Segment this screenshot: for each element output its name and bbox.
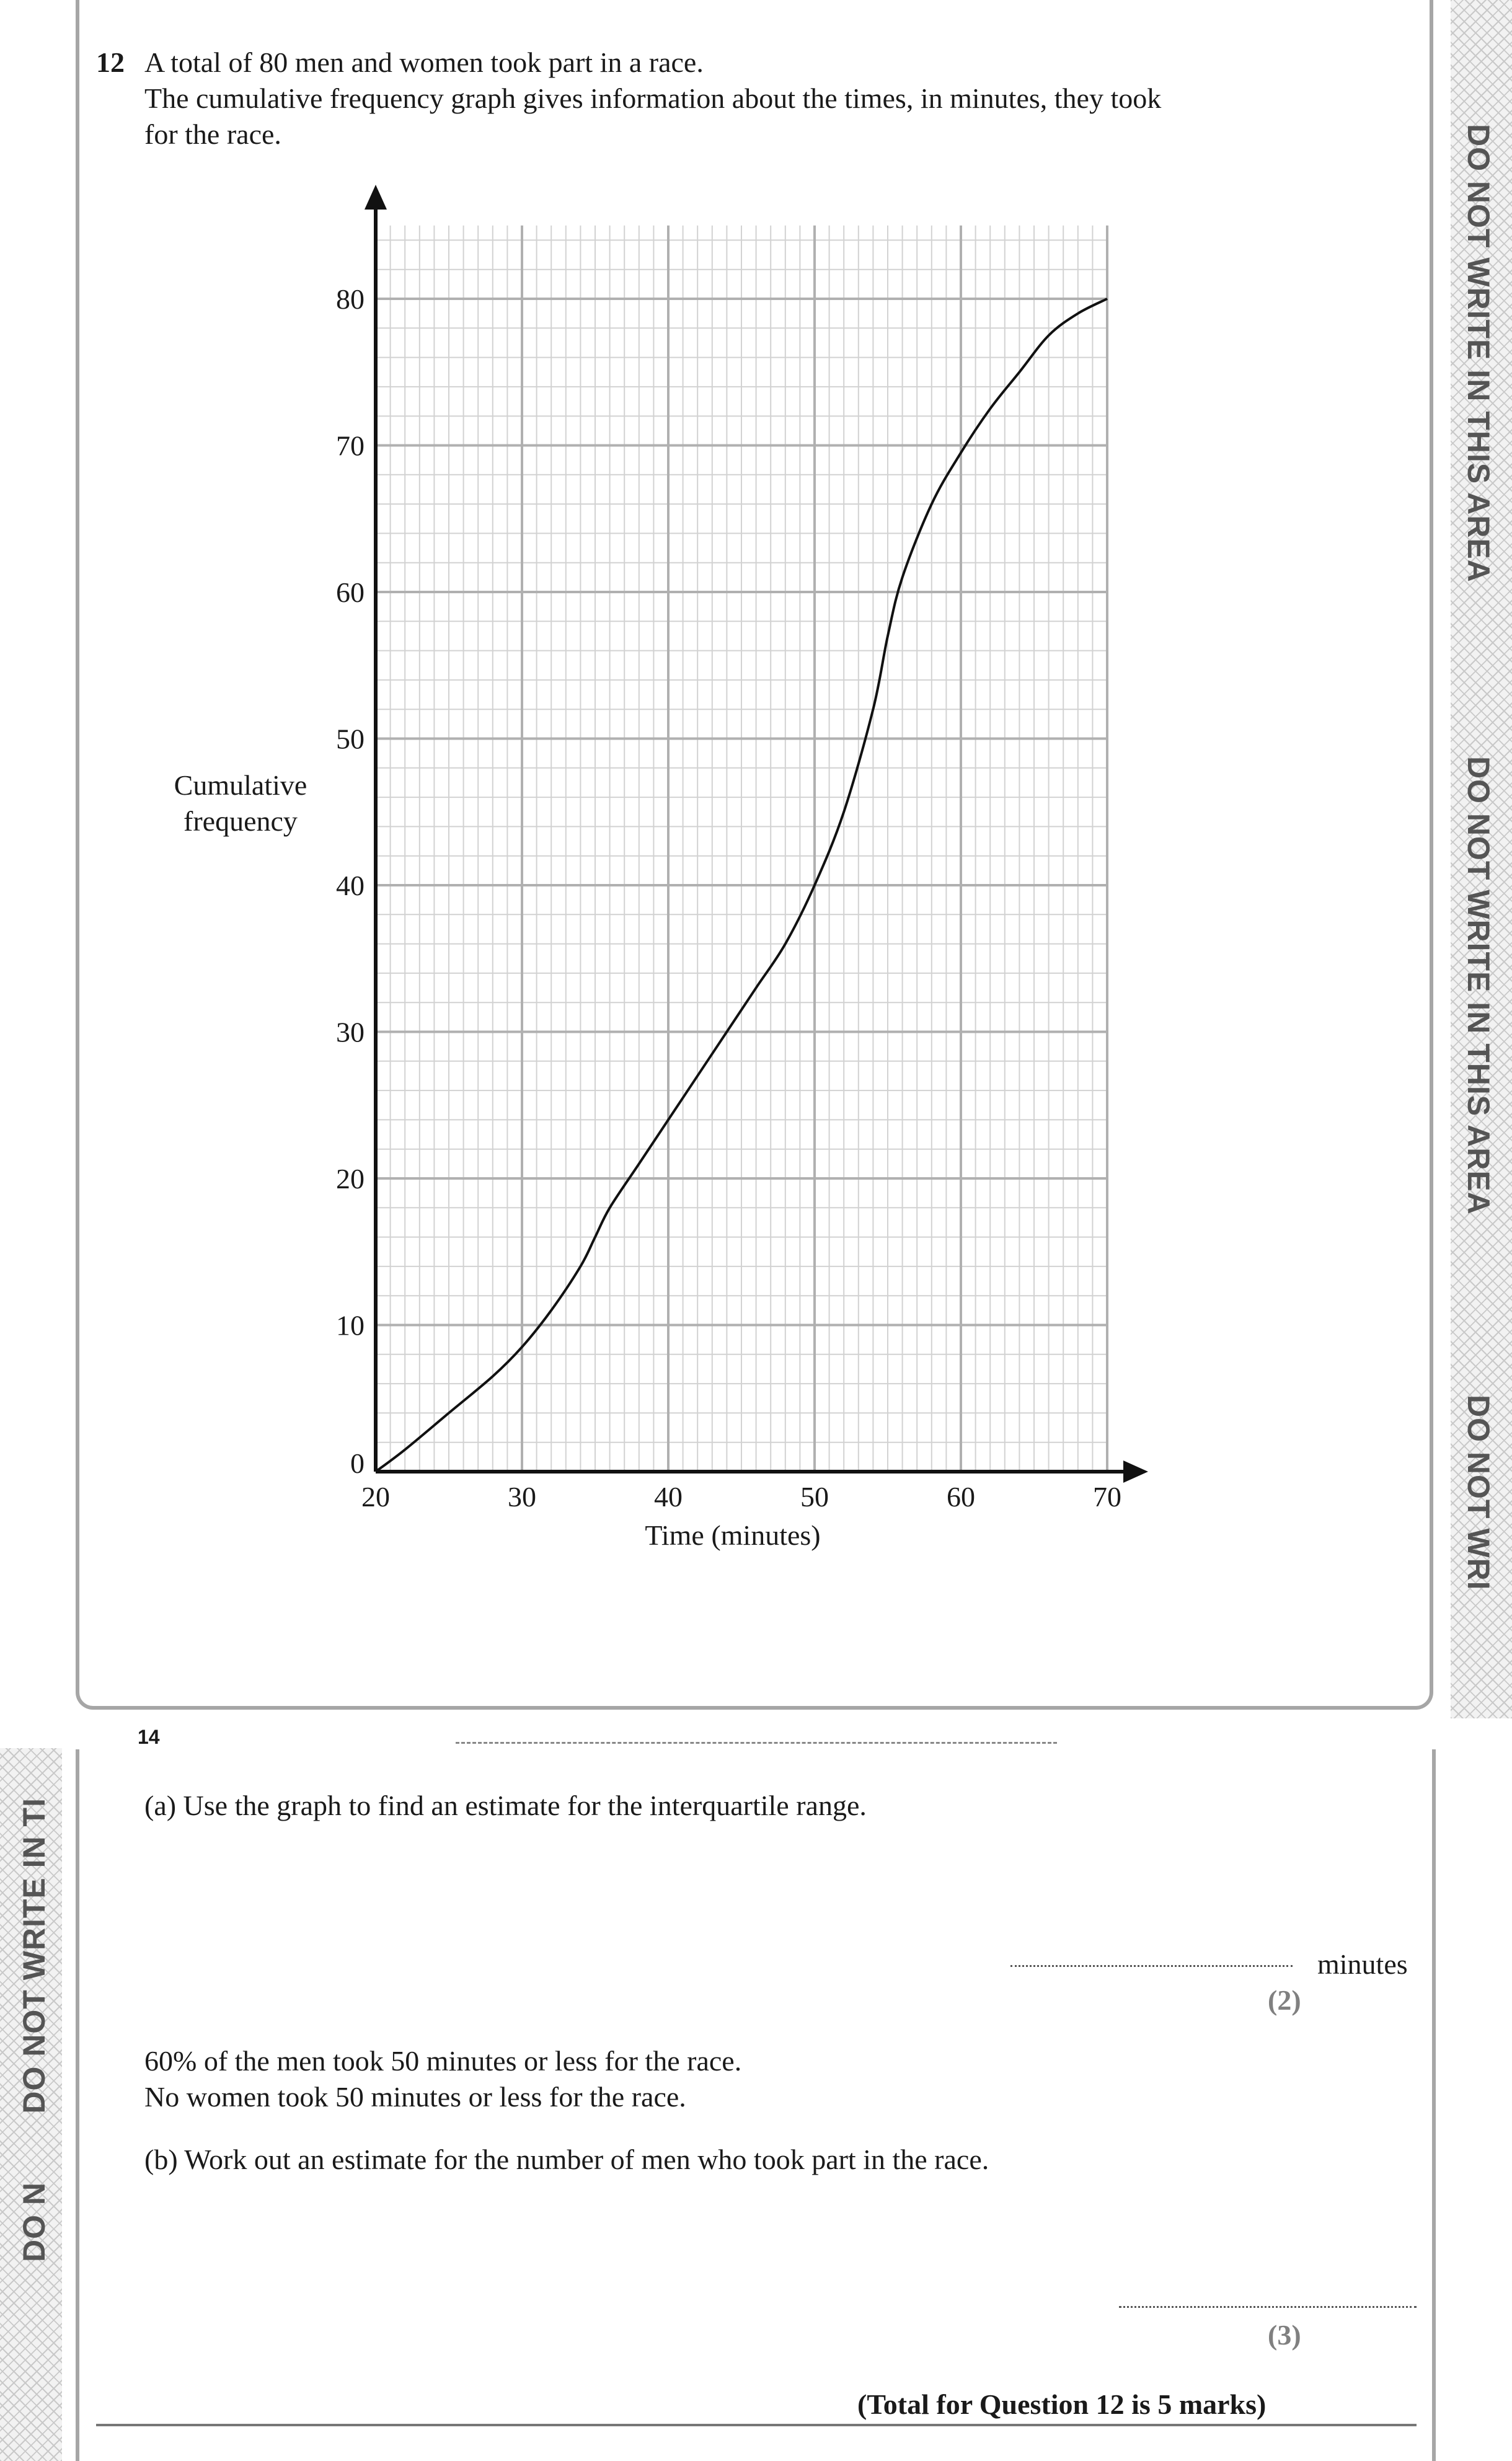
y-tick-label: 80 <box>336 283 365 315</box>
y-tick-label: 60 <box>336 577 365 608</box>
x-axis-label: Time (minutes) <box>645 1519 820 1551</box>
answer-line-b[interactable] <box>1119 2306 1417 2308</box>
margin-warning-text: DO NOT WRITE IN THIS AREA <box>1461 124 1496 583</box>
tick-labels: 20 30 40 50 60 70 0 10 20 30 40 50 60 70 80 <box>336 283 1121 1513</box>
question-panel-border <box>76 1749 79 2461</box>
page-number: 14 <box>138 1726 160 1748</box>
marks-b: (3) <box>1268 2319 1301 2351</box>
y-axis-arrow <box>365 185 387 210</box>
x-tick-label: 60 <box>947 1481 975 1513</box>
x-tick-label: 40 <box>654 1481 683 1513</box>
x-tick-label: 20 <box>361 1481 390 1513</box>
question-intro-line: A total of 80 men and women took part in… <box>144 46 704 78</box>
part-b-question: (b) Work out an estimate for the number … <box>144 2144 989 2175</box>
y-tick-label: 50 <box>336 723 365 755</box>
margin-warning-text: DO NOT WRITE IN THIS AREA <box>1461 756 1496 1215</box>
margin-warning-text: DO NOT WRITE IN TI <box>17 1798 51 2114</box>
y-tick-label: 10 <box>336 1310 365 1341</box>
y-tick-label: 30 <box>336 1017 365 1048</box>
info-line: 60% of the men took 50 minutes or less f… <box>144 2045 742 2077</box>
question-total: (Total for Question 12 is 5 marks) <box>857 2388 1267 2420</box>
marks-a: (2) <box>1268 1984 1301 2016</box>
barcode-strip <box>456 1742 1057 1744</box>
x-tick-label: 50 <box>800 1481 829 1513</box>
margin-warning-text: DO NOT WRI <box>1461 1395 1496 1591</box>
cumulative-frequency-chart: 20 30 40 50 60 70 0 10 20 30 40 50 60 70 80 Cumulative… <box>174 185 1148 1551</box>
question-number: 12 <box>96 46 125 78</box>
bottom-rule <box>96 2424 1417 2426</box>
right-margin-strip: DO NOT WRITE IN THIS AREA DO NOT WRITE I… <box>1451 0 1512 1718</box>
question-panel-border <box>1432 1749 1436 2461</box>
x-tick-label: 70 <box>1093 1481 1121 1513</box>
x-axis-arrow <box>1123 1460 1148 1483</box>
y-tick-label: 20 <box>336 1163 365 1195</box>
y-tick-label: 0 <box>350 1447 365 1479</box>
cumulative-frequency-curve <box>374 298 1108 1473</box>
x-tick-label: 30 <box>508 1481 536 1513</box>
grid-minor <box>376 225 1107 1472</box>
question-intro-line: The cumulative frequency graph gives inf… <box>144 82 1162 114</box>
y-axis-label: Cumulative <box>174 769 307 801</box>
question-panel-top <box>76 0 1433 1710</box>
answer-unit: minutes <box>1317 1948 1408 1980</box>
info-line: No women took 50 minutes or less for the… <box>144 2081 686 2113</box>
axes <box>365 185 1148 1483</box>
answer-line-a[interactable] <box>1010 1965 1293 1967</box>
y-tick-label: 40 <box>336 870 365 901</box>
margin-warning-text: DO N <box>17 2182 51 2262</box>
left-margin-strip: DO NOT WRITE IN TI DO N <box>0 1748 62 2461</box>
y-tick-label: 70 <box>336 430 365 462</box>
question-intro-line: for the race. <box>144 118 281 150</box>
y-axis-label: frequency <box>183 805 298 837</box>
part-a-question: (a) Use the graph to find an estimate fo… <box>144 1790 867 1821</box>
